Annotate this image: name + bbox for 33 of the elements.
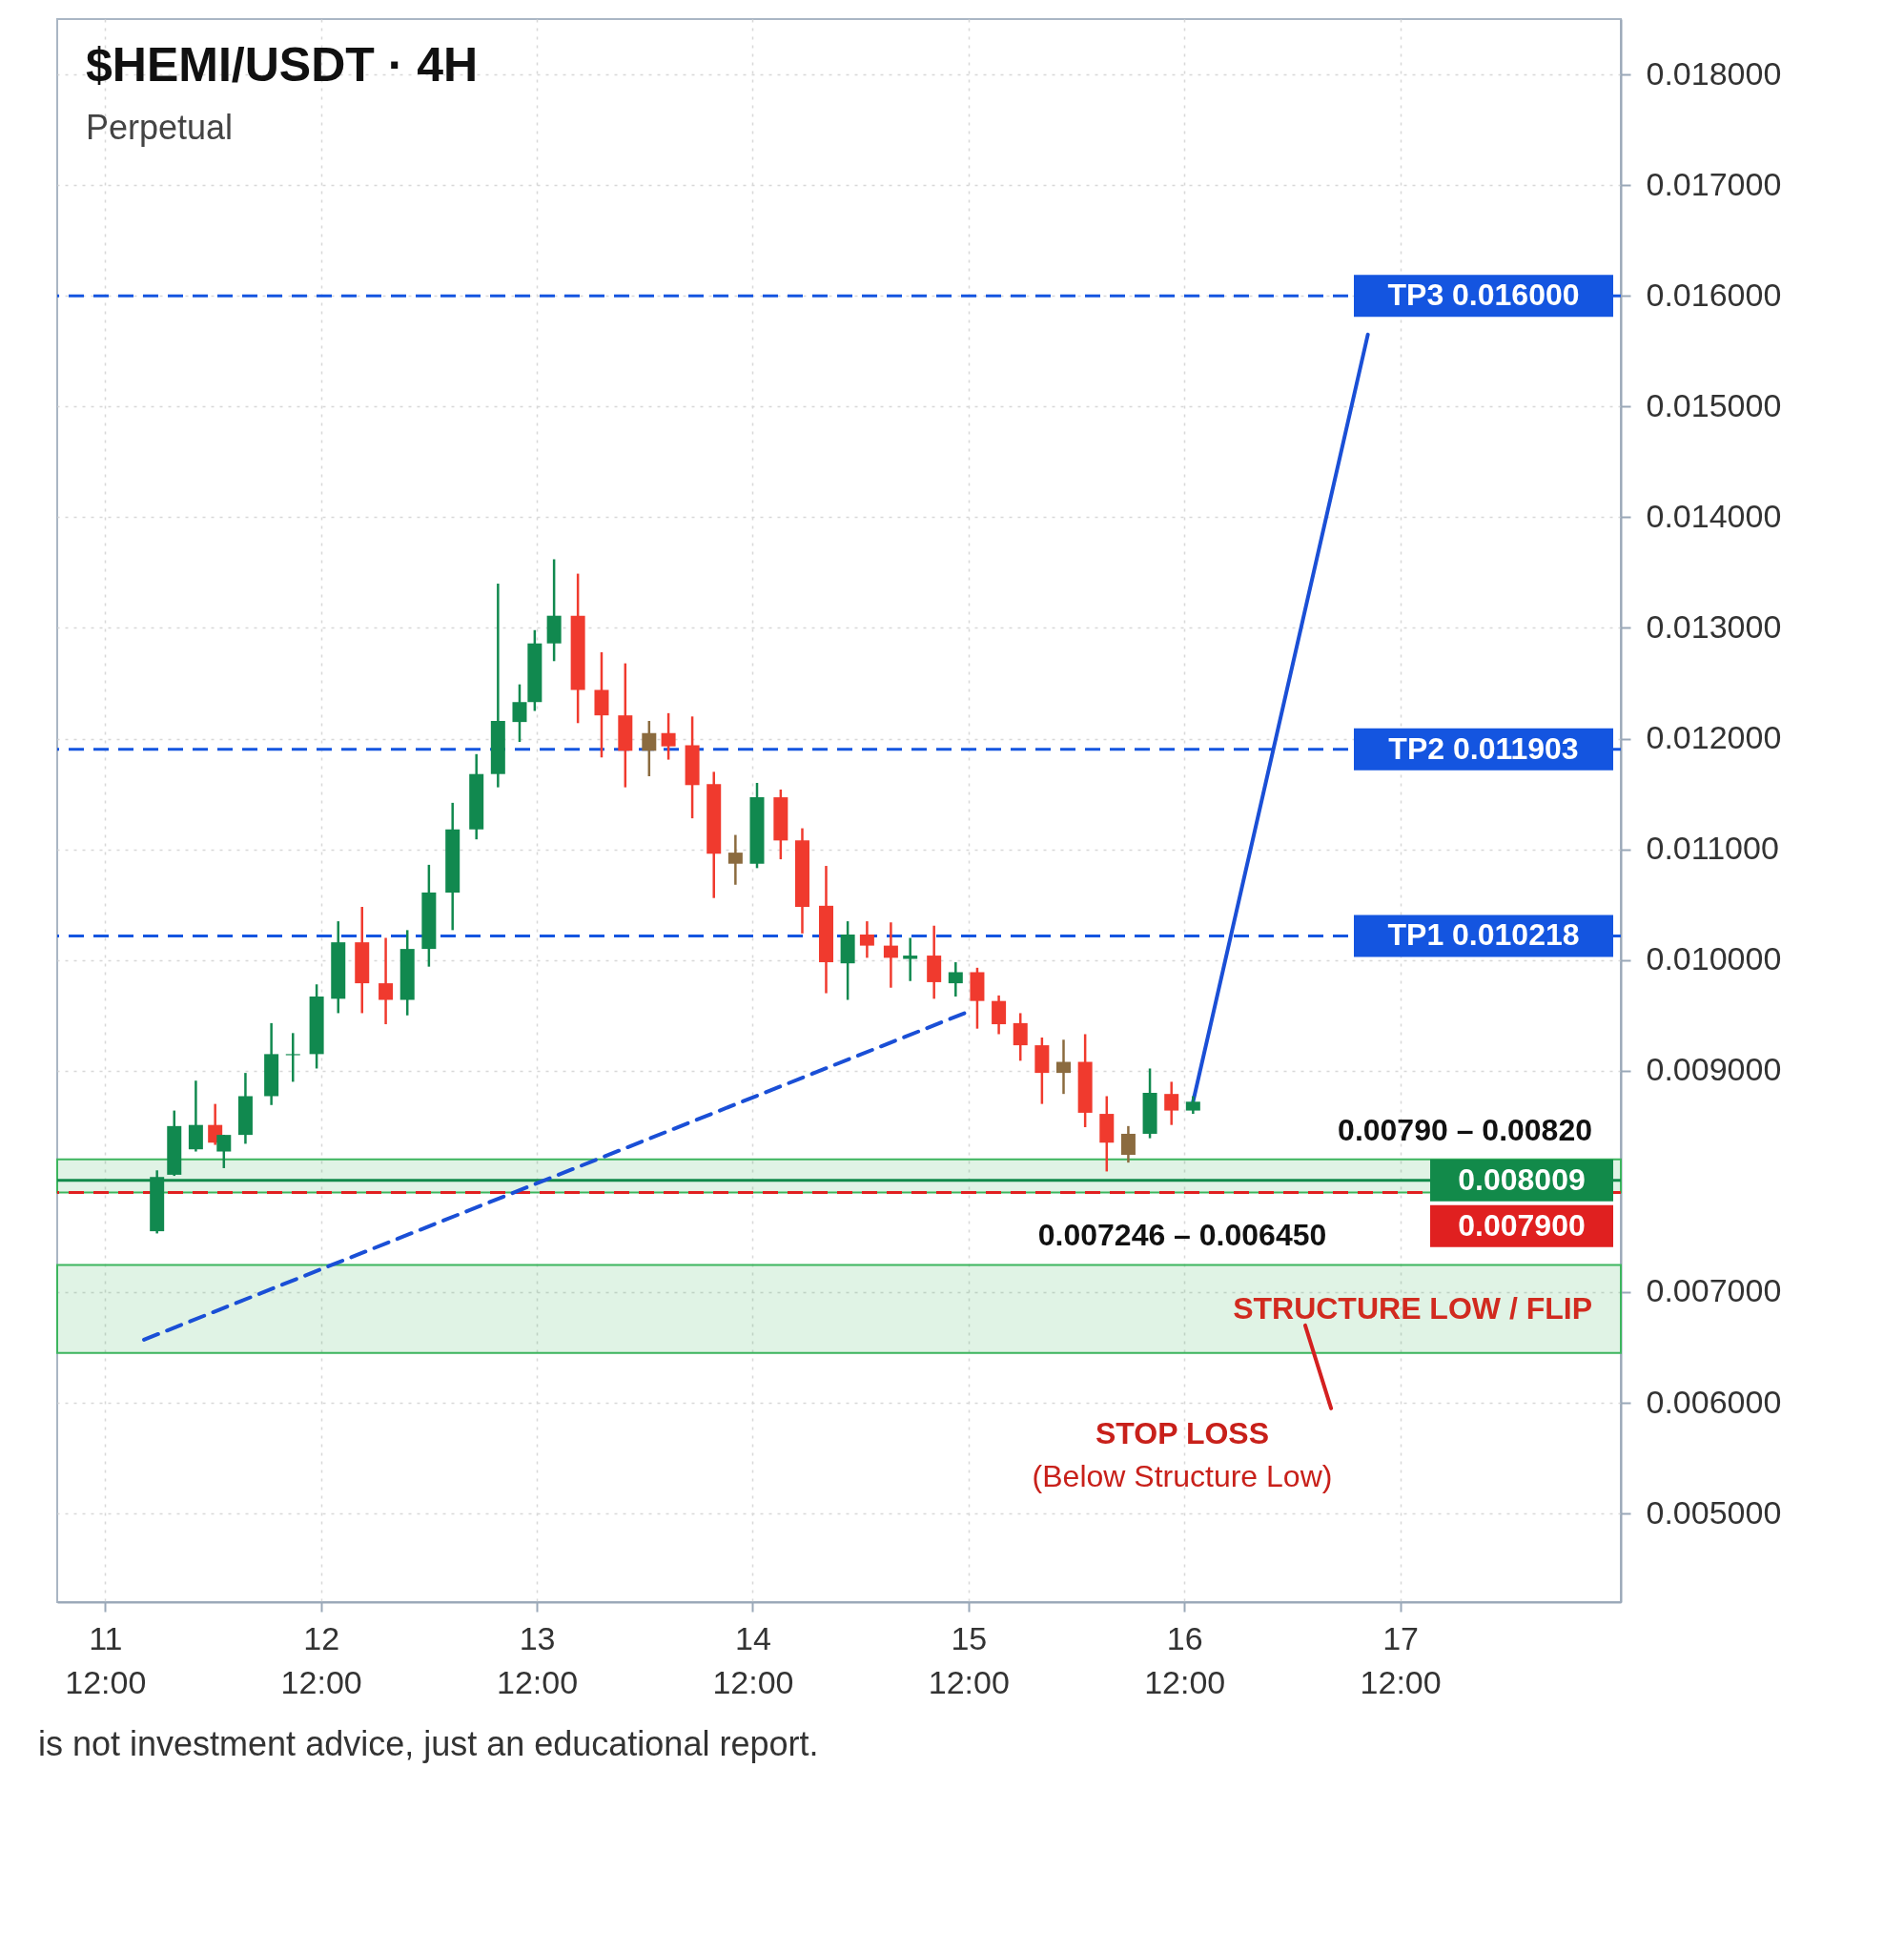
ref-line-label: TP1 0.010218 <box>1387 917 1580 953</box>
annotation: 0.007246 – 0.006450 <box>1037 1218 1327 1253</box>
y-tick-label: 0.016000 <box>1646 276 1782 313</box>
band-label: STRUCTURE LOW / FLIP <box>1233 1290 1592 1326</box>
y-tick-label: 0.017000 <box>1646 165 1782 202</box>
y-tick-label: 0.014000 <box>1646 497 1782 534</box>
y-tick-label: 0.007000 <box>1646 1272 1782 1309</box>
annotation: (Below Structure Low) <box>1032 1458 1333 1493</box>
y-tick-label: 0.006000 <box>1646 1383 1782 1420</box>
ref-line-label: 0.008009 <box>1458 1162 1586 1197</box>
y-tick-label: 0.012000 <box>1646 719 1782 756</box>
x-tick-label: 13 12:00 <box>497 1619 579 1700</box>
band-label: 0.00790 – 0.00820 <box>1338 1112 1592 1147</box>
x-tick-label: 15 12:00 <box>928 1619 1010 1700</box>
y-tick-label: 0.005000 <box>1646 1493 1782 1531</box>
x-tick-label: 16 12:00 <box>1144 1619 1226 1700</box>
text: is not investment advice, just an educational report. <box>38 1724 819 1763</box>
ref-line-label: TP2 0.011903 <box>1388 730 1579 766</box>
y-tick-label: 0.013000 <box>1646 607 1782 645</box>
y-tick-label: 0.018000 <box>1646 54 1782 92</box>
annotation: STOP LOSS <box>1095 1415 1269 1450</box>
ref-line-label: 0.007900 <box>1458 1207 1586 1243</box>
y-tick-label: 0.010000 <box>1646 940 1782 977</box>
ref-line-label: TP3 0.016000 <box>1387 278 1580 313</box>
x-tick-label: 14 12:00 <box>712 1619 794 1700</box>
text: Perpetual <box>86 108 234 147</box>
x-tick-label: 11 12:00 <box>65 1619 147 1700</box>
y-tick-label: 0.011000 <box>1646 830 1779 867</box>
y-tick-label: 0.015000 <box>1646 386 1782 423</box>
chart-title: $HEMI/USDT · 4H <box>86 38 479 92</box>
y-tick-label: 0.009000 <box>1646 1051 1782 1088</box>
x-tick-label: 17 12:00 <box>1360 1619 1442 1700</box>
x-tick-label: 12 12:00 <box>280 1619 362 1700</box>
